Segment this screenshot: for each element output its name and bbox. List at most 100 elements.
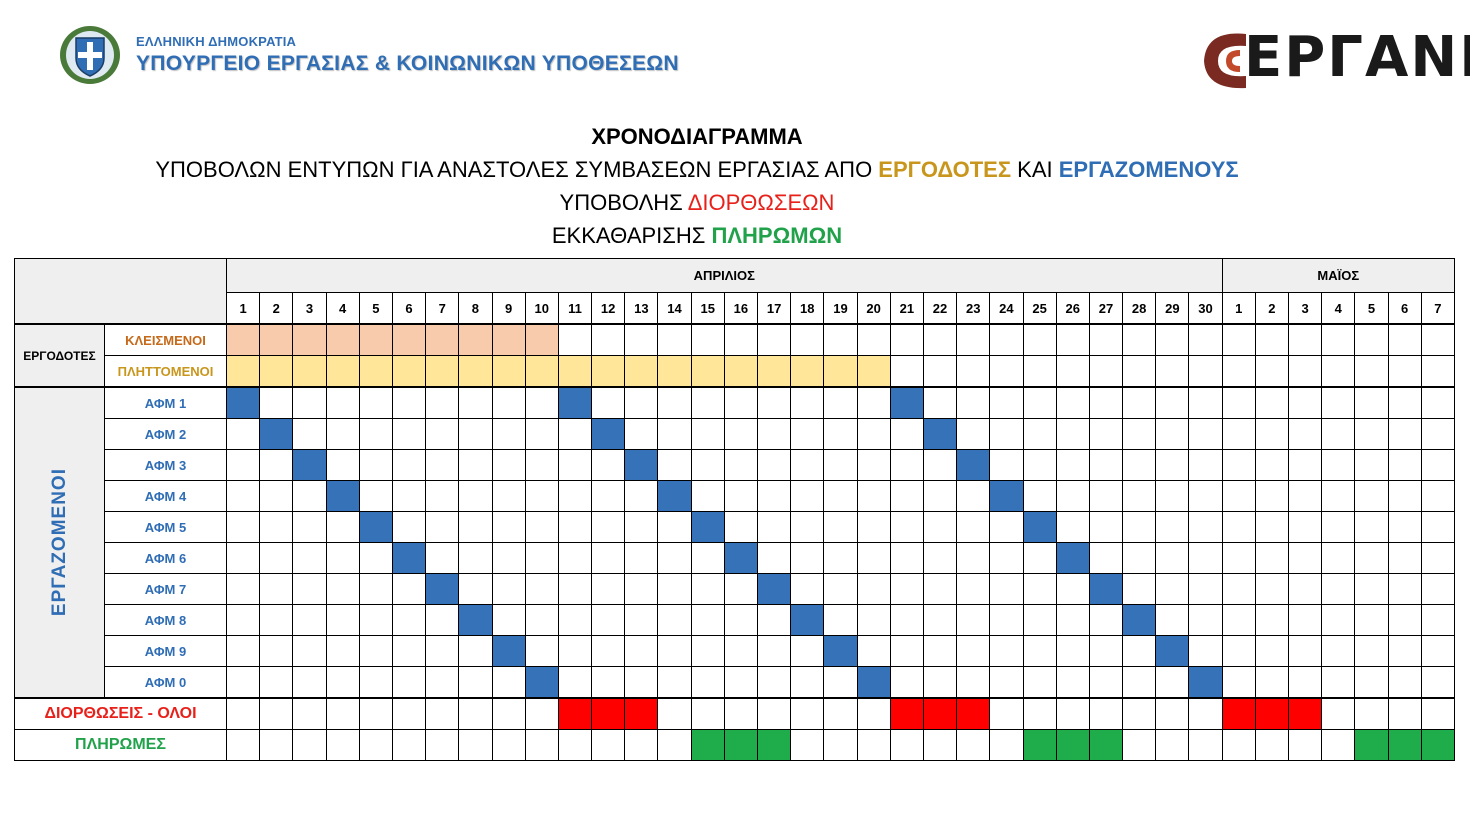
afm-day-cell bbox=[856, 635, 891, 667]
afm-day-cell bbox=[624, 666, 659, 699]
day-header: 5 bbox=[1354, 292, 1389, 325]
employer-day-cell bbox=[1088, 355, 1124, 388]
afm-day-cell bbox=[391, 418, 427, 450]
afm-day-cell bbox=[259, 666, 294, 699]
day-header: 16 bbox=[723, 292, 759, 325]
day-header: 29 bbox=[1155, 292, 1190, 325]
employers-highlight: ΕΡΓΟΔΟΤΕΣ bbox=[878, 157, 1012, 182]
afm-day-cell bbox=[1254, 511, 1290, 543]
afm-day-cell bbox=[956, 573, 991, 605]
afm-day-cell bbox=[624, 418, 659, 450]
correction-day-cell bbox=[1022, 697, 1057, 730]
afm-day-cell bbox=[989, 573, 1024, 605]
afm-day-cell bbox=[1287, 511, 1323, 543]
employer-day-cell bbox=[325, 323, 360, 356]
afm-day-cell bbox=[292, 573, 327, 605]
afm-day-cell bbox=[889, 480, 924, 512]
afm-day-cell bbox=[756, 635, 792, 667]
afm-day-cell bbox=[1354, 418, 1389, 450]
afm-day-cell bbox=[1321, 542, 1356, 574]
afm-day-cell bbox=[790, 511, 825, 543]
afm-day-cell bbox=[1420, 573, 1455, 605]
afm-day-cell bbox=[1420, 542, 1455, 574]
employer-day-cell bbox=[1221, 355, 1256, 388]
afm-day-cell bbox=[1420, 511, 1455, 543]
day-header: 6 bbox=[1387, 292, 1422, 325]
afm-day-cell bbox=[922, 666, 958, 699]
payment-day-cell bbox=[1088, 729, 1124, 761]
payment-day-cell bbox=[823, 729, 858, 761]
afm-day-cell bbox=[1354, 635, 1389, 667]
afm-day-cell bbox=[989, 542, 1024, 574]
afm-day-cell bbox=[657, 573, 692, 605]
afm-day-cell bbox=[358, 449, 393, 481]
afm-day-cell bbox=[723, 480, 759, 512]
employer-day-cell bbox=[1354, 323, 1389, 356]
subtitle-submissions-text: ΥΠΟΒΟΛΩΝ ΕΝΤΥΠΩΝ ΓΙΑ ΑΝΑΣΤΟΛΕΣ ΣΥΜΒΑΣΕΩΝ… bbox=[155, 157, 879, 182]
afm-day-cell bbox=[458, 386, 493, 419]
afm-day-cell bbox=[358, 666, 393, 699]
afm-day-cell bbox=[1188, 604, 1223, 636]
afm-day-cell bbox=[259, 386, 294, 419]
correction-day-cell bbox=[458, 697, 493, 730]
afm-day-cell bbox=[491, 480, 526, 512]
afm-day-cell bbox=[723, 604, 759, 636]
afm-day-cell bbox=[657, 542, 692, 574]
afm-day-cell bbox=[624, 573, 659, 605]
payment-day-cell bbox=[922, 729, 958, 761]
afm-day-cell bbox=[1254, 542, 1290, 574]
afm-day-cell bbox=[458, 480, 493, 512]
afm-day-cell bbox=[790, 418, 825, 450]
payment-day-cell bbox=[591, 729, 626, 761]
afm-day-cell bbox=[391, 511, 427, 543]
afm-day-cell bbox=[524, 666, 559, 699]
employer-day-cell bbox=[756, 355, 792, 388]
employer-day-cell bbox=[657, 355, 692, 388]
afm-day-cell bbox=[591, 573, 626, 605]
day-header: 3 bbox=[1287, 292, 1323, 325]
afm-day-cell bbox=[358, 418, 393, 450]
afm-day-cell bbox=[889, 542, 924, 574]
afm-day-cell bbox=[1354, 449, 1389, 481]
afm-day-cell bbox=[756, 386, 792, 419]
afm-day-cell bbox=[325, 418, 360, 450]
afm-day-cell bbox=[1055, 449, 1090, 481]
employer-day-cell bbox=[259, 355, 294, 388]
correction-day-cell bbox=[1287, 697, 1323, 730]
afm-day-cell bbox=[989, 511, 1024, 543]
afm-day-cell bbox=[856, 666, 891, 699]
correction-day-cell bbox=[690, 697, 725, 730]
day-header: 24 bbox=[989, 292, 1024, 325]
payment-day-cell bbox=[259, 729, 294, 761]
correction-day-cell bbox=[723, 697, 759, 730]
afm-day-cell bbox=[325, 480, 360, 512]
day-header: 1 bbox=[1221, 292, 1256, 325]
employer-day-cell bbox=[1287, 323, 1323, 356]
afm-day-cell bbox=[325, 604, 360, 636]
afm-day-cell bbox=[1287, 480, 1323, 512]
payment-day-cell bbox=[1254, 729, 1290, 761]
afm-day-cell bbox=[524, 573, 559, 605]
afm-day-cell bbox=[690, 666, 725, 699]
afm-day-cell bbox=[989, 386, 1024, 419]
afm-day-cell bbox=[1122, 604, 1157, 636]
afm-day-cell bbox=[1188, 542, 1223, 574]
payment-day-cell bbox=[225, 729, 261, 761]
payment-day-cell bbox=[1055, 729, 1090, 761]
afm-day-cell bbox=[1155, 604, 1190, 636]
correction-day-cell bbox=[1221, 697, 1256, 730]
afm-day-cell bbox=[1055, 542, 1090, 574]
payment-day-cell bbox=[391, 729, 427, 761]
employees-vertical-text: ΕΡΓΑΖΟΜΕΝΟΙ bbox=[48, 468, 70, 617]
employer-day-cell bbox=[1387, 323, 1422, 356]
employer-day-cell bbox=[790, 355, 825, 388]
table-corner bbox=[14, 258, 227, 325]
afm-day-cell bbox=[1122, 449, 1157, 481]
afm-day-cell bbox=[1387, 542, 1422, 574]
afm-day-cell bbox=[657, 449, 692, 481]
afm-day-cell bbox=[491, 449, 526, 481]
afm-day-cell bbox=[491, 573, 526, 605]
employer-day-cell bbox=[856, 323, 891, 356]
afm-day-cell bbox=[1287, 604, 1323, 636]
afm-day-cell bbox=[358, 511, 393, 543]
